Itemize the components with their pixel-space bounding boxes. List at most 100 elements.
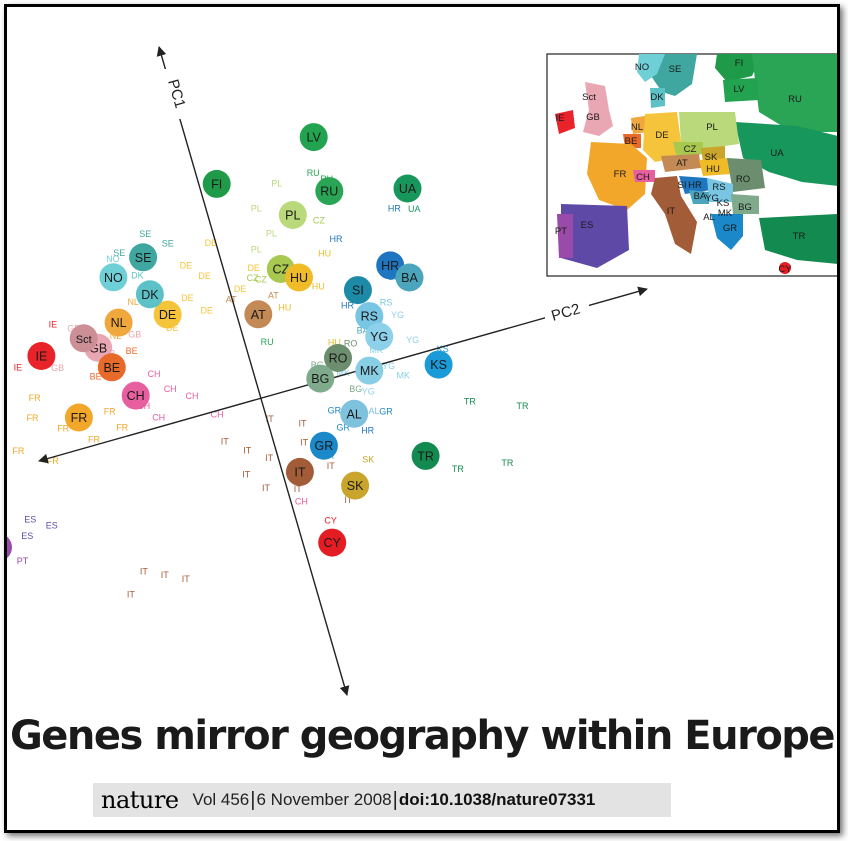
- individual-label-tr: TR: [501, 458, 513, 468]
- individual-label-at: AT: [268, 290, 279, 300]
- country-mean-marker: [278, 201, 307, 229]
- country-mean-marker: [69, 324, 98, 353]
- individual-label-ch: CH: [295, 497, 308, 507]
- individual-label-cz: CZ: [313, 215, 325, 225]
- country-mean-label: FI: [211, 177, 222, 191]
- country-mean-marker: [395, 263, 424, 292]
- country-mean-ro: RO: [324, 344, 352, 372]
- country-mean-gr: GR: [309, 431, 338, 460]
- country-mean-label: NO: [104, 271, 123, 285]
- country-mean-label: LV: [307, 131, 322, 145]
- country-mean-label: IT: [294, 465, 305, 479]
- individual-label-al: AL: [368, 406, 379, 416]
- individual-label-it: IT: [242, 469, 251, 479]
- individual-label-it: IT: [221, 436, 230, 446]
- individual-label-de: DE: [180, 261, 193, 271]
- country-mean-it: IT: [285, 457, 314, 486]
- individual-label-pl: PL: [251, 204, 262, 214]
- citation-volume: Vol 456: [192, 790, 250, 809]
- country-mean-ba: BA: [395, 263, 424, 292]
- individual-label-tr: TR: [452, 464, 464, 474]
- country-mean-marker: [365, 322, 394, 351]
- inset-map-labels: NO SE FI LV RU DK Sct GB IE NL BE DE PL UA CZ SK AT HU RO F…: [555, 58, 806, 275]
- individual-label-yg: YG: [362, 386, 375, 396]
- map-iberia: [561, 204, 629, 268]
- map-slovakia: [701, 146, 725, 162]
- map-label-mk: MK: [718, 208, 733, 219]
- individual-label-tr: TR: [517, 401, 529, 411]
- individual-label-mk: MK: [396, 371, 410, 381]
- country-mean-marker: [341, 471, 370, 500]
- map-bosnia: [689, 190, 709, 204]
- citation-date: 6 November 2008: [256, 790, 392, 809]
- individual-label-de: DE: [247, 263, 260, 273]
- map-label-ru: RU: [788, 94, 802, 105]
- map-italy: [651, 176, 697, 254]
- inset-europe-map: NO SE FI LV RU DK Sct GB IE NL BE DE PL UA CZ SK AT HU RO F…: [546, 53, 837, 277]
- map-label-sk: SK: [705, 152, 718, 163]
- map-turkey: [759, 214, 837, 264]
- individual-label-ie: IE: [49, 320, 58, 330]
- country-mean-marker: [340, 399, 369, 428]
- country-mean-marker: [318, 528, 347, 557]
- individual-label-it: IT: [182, 574, 191, 584]
- country-mean-marker: [99, 263, 128, 292]
- individual-labels-layer: IEIEIEIEGBGBGBGBNLNLDEDEDEDEDEDEDEDESESE…: [12, 168, 529, 599]
- country-mean-label: SE: [135, 251, 152, 265]
- country-mean-label: BA: [401, 271, 418, 285]
- individual-label-se: SE: [162, 238, 174, 248]
- map-label-fi: FI: [735, 58, 743, 69]
- country-mean-hu: HU: [285, 263, 313, 292]
- journal-name: nature: [101, 786, 179, 814]
- country-mean-bg: BG: [306, 364, 335, 393]
- individual-label-fr: FR: [116, 423, 128, 433]
- individual-label-es: ES: [24, 515, 36, 525]
- country-mean-label: DK: [141, 288, 159, 302]
- country-mean-ru: RU: [315, 177, 344, 206]
- map-label-tr: TR: [793, 231, 806, 242]
- individual-label-es: ES: [21, 531, 33, 541]
- country-mean-label: AT: [251, 308, 266, 322]
- individual-label-se: SE: [139, 229, 151, 239]
- individual-label-fr: FR: [104, 407, 116, 417]
- country-mean-ch: CH: [121, 381, 150, 410]
- country-mean-fr: FR: [64, 403, 93, 432]
- map-denmark: [650, 88, 665, 108]
- country-mean-marker: [64, 403, 93, 432]
- individual-label-fr: FR: [29, 393, 41, 403]
- country-mean-ks: KS: [424, 350, 453, 379]
- individual-label-gr: GR: [379, 407, 393, 417]
- country-mean-label: RO: [329, 352, 348, 366]
- country-mean-label: RS: [361, 310, 378, 324]
- country-mean-label: IE: [35, 350, 47, 364]
- individual-label-fr: FR: [27, 413, 39, 423]
- country-mean-marker: [309, 431, 338, 460]
- country-mean-label: MK: [360, 364, 379, 378]
- map-label-hr: HR: [688, 180, 702, 191]
- individual-label-cz: CZ: [247, 273, 259, 283]
- map-label-be: BE: [625, 136, 638, 147]
- pc2-label-bg: [545, 301, 589, 323]
- country-mean-marker: [153, 300, 182, 329]
- individual-label-hu: HU: [278, 303, 291, 313]
- map-serbia: [707, 178, 733, 202]
- map-label-se: SE: [669, 64, 682, 75]
- map-label-ks: KS: [717, 198, 730, 209]
- individual-label-fr: FR: [12, 446, 24, 456]
- individual-label-hr: HR: [330, 234, 343, 244]
- individual-label-hr: HR: [388, 204, 401, 214]
- individual-label-pl: PL: [251, 245, 262, 255]
- country-mean-marker: [104, 308, 133, 337]
- map-label-bg: BG: [738, 202, 752, 213]
- map-label-ba: BA: [694, 191, 707, 202]
- country-mean-label: GR: [315, 439, 334, 453]
- country-mean-label: PL: [285, 209, 300, 223]
- country-means-layer: IEGBSctNLDEDKNOSEFILVRUUAPLCZHUATBEFRCHE…: [7, 123, 453, 559]
- country-mean-label: CZ: [272, 263, 289, 277]
- citation-separator-2: |: [392, 788, 398, 811]
- individual-label-pl: PL: [266, 229, 277, 239]
- map-romania: [727, 158, 765, 192]
- individual-label-gr: GR: [328, 406, 342, 416]
- individual-label-ru: RU: [307, 168, 320, 178]
- map-label-cy: CY: [778, 264, 792, 275]
